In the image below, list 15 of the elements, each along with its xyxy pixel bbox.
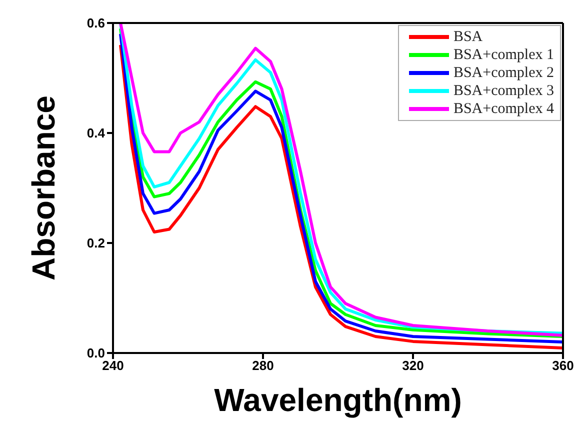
legend-label: BSA+complex 3 <box>453 82 554 100</box>
legend-label: BSA+complex 4 <box>453 100 554 118</box>
x-axis-title: Wavelength(nm) <box>214 382 462 418</box>
y-axis-title: Absorbance <box>25 96 62 280</box>
y-tick-label: 0.4 <box>86 126 106 141</box>
x-tick-label: 240 <box>102 358 124 374</box>
x-tick-label: 280 <box>252 358 274 374</box>
legend-label: BSA+complex 2 <box>453 64 554 82</box>
x-tick-label: 320 <box>402 358 424 374</box>
y-tick-label: 0.6 <box>86 16 105 31</box>
legend-label: BSA <box>453 28 483 46</box>
y-tick-label: 0.2 <box>86 236 105 251</box>
y-tick-label: 0.0 <box>86 346 105 361</box>
x-tick-label: 360 <box>552 358 574 374</box>
legend-label: BSA+complex 1 <box>453 46 554 64</box>
